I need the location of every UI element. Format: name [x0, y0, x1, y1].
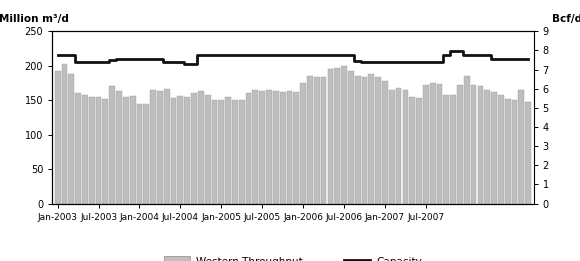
Bar — [266, 90, 272, 204]
Bar — [512, 100, 517, 204]
Bar — [68, 74, 74, 204]
Bar — [198, 91, 204, 204]
Text: Bcf/d: Bcf/d — [552, 14, 580, 25]
Bar — [239, 100, 245, 204]
Bar — [307, 76, 313, 204]
Bar — [300, 83, 306, 204]
Bar — [232, 100, 238, 204]
Bar — [437, 84, 443, 204]
Bar — [109, 86, 115, 204]
Bar — [130, 96, 136, 204]
Bar — [348, 70, 354, 204]
Bar — [89, 97, 95, 204]
Bar — [123, 97, 129, 204]
Bar — [205, 95, 211, 204]
Bar — [75, 93, 81, 204]
Bar — [457, 85, 463, 204]
Bar — [341, 66, 347, 204]
Bar — [136, 104, 142, 204]
Bar — [484, 90, 490, 204]
Bar — [416, 98, 422, 204]
Bar — [225, 97, 231, 204]
Bar — [171, 98, 176, 204]
Bar — [246, 93, 252, 204]
Bar — [219, 99, 224, 204]
Bar — [368, 74, 374, 204]
Bar — [150, 90, 156, 204]
Bar — [505, 99, 510, 204]
Bar — [61, 64, 67, 204]
Bar — [293, 92, 299, 204]
Bar — [259, 91, 265, 204]
Bar — [430, 83, 436, 204]
Bar — [444, 95, 450, 204]
Bar — [477, 86, 483, 204]
Bar — [450, 95, 456, 204]
Bar — [375, 78, 381, 204]
Bar — [389, 90, 394, 204]
Bar — [361, 78, 367, 204]
Bar — [314, 78, 320, 204]
Bar — [280, 92, 285, 204]
Text: Million m³/d: Million m³/d — [0, 14, 69, 25]
Bar — [96, 97, 101, 204]
Bar — [525, 102, 531, 204]
Bar — [409, 97, 415, 204]
Bar — [103, 99, 108, 204]
Bar — [191, 93, 197, 204]
Bar — [287, 91, 292, 204]
Bar — [403, 90, 408, 204]
Bar — [252, 90, 258, 204]
Bar — [471, 85, 477, 204]
Bar — [382, 81, 388, 204]
Bar — [273, 91, 279, 204]
Bar — [491, 92, 497, 204]
Bar — [498, 96, 504, 204]
Bar — [334, 68, 340, 204]
Bar — [328, 69, 334, 204]
Bar — [184, 97, 190, 204]
Bar — [55, 71, 60, 204]
Bar — [212, 100, 218, 204]
Bar — [82, 96, 88, 204]
Bar — [519, 90, 524, 204]
Bar — [396, 88, 401, 204]
Legend: Western Throughput, Capacity: Western Throughput, Capacity — [160, 252, 426, 261]
Bar — [143, 104, 149, 204]
Bar — [116, 91, 122, 204]
Bar — [355, 76, 361, 204]
Bar — [464, 76, 470, 204]
Bar — [164, 89, 170, 204]
Bar — [423, 85, 429, 204]
Bar — [321, 77, 327, 204]
Bar — [177, 96, 183, 204]
Bar — [157, 91, 163, 204]
